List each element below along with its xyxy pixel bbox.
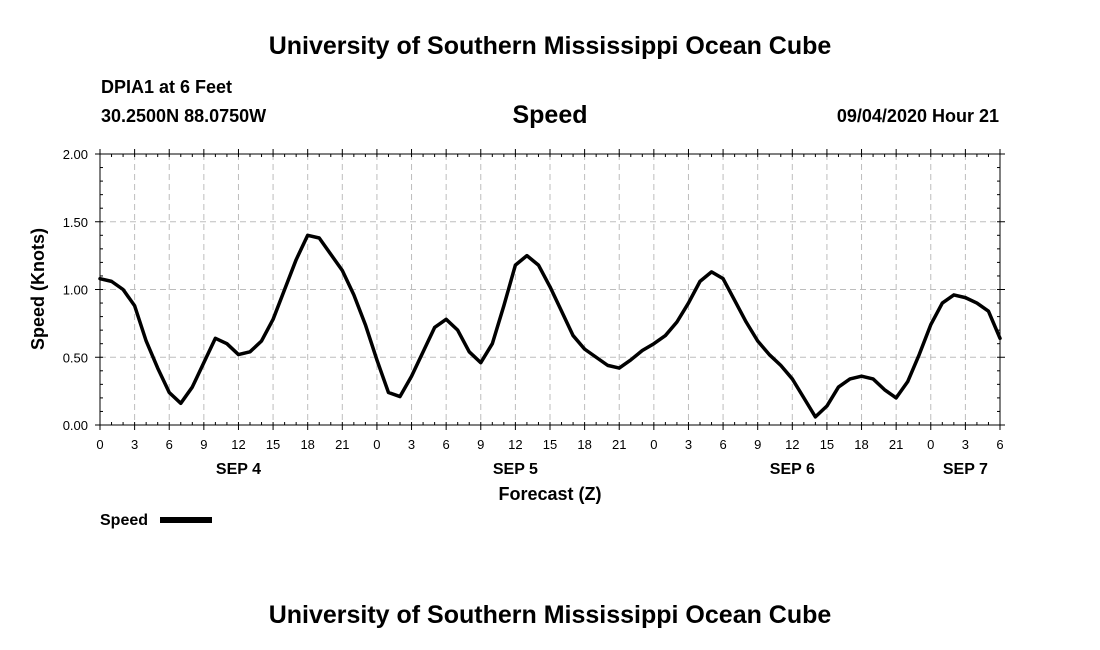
day-label: SEP 4	[216, 461, 261, 478]
x-tick-label: 6	[443, 437, 450, 452]
day-label: SEP 6	[770, 461, 815, 478]
x-tick-label: 6	[996, 437, 1003, 452]
x-tick-label: 12	[231, 437, 245, 452]
x-tick-label: 3	[131, 437, 138, 452]
x-tick-label: 0	[373, 437, 380, 452]
y-tick-label: 1.50	[63, 215, 88, 230]
datetime-label: 09/04/2020 Hour 21	[836, 106, 999, 126]
x-tick-label: 18	[300, 437, 314, 452]
x-tick-label: 6	[719, 437, 726, 452]
legend-swatch	[160, 517, 212, 523]
x-axis-label: Forecast (Z)	[498, 484, 601, 504]
x-tick-label: 3	[685, 437, 692, 452]
day-label: SEP 5	[493, 461, 538, 478]
x-tick-label: 9	[477, 437, 484, 452]
x-tick-label: 0	[927, 437, 934, 452]
day-label: SEP 7	[943, 461, 988, 478]
x-axis: 0 3 6 9 12 15 18 21 0 3 6 9 12 15 18 21 0 3 6 9 12 15 18 21 0 3 6	[96, 149, 1004, 452]
x-tick-label: 18	[854, 437, 868, 452]
page-title: University of Southern Mississippi Ocean…	[268, 32, 832, 60]
x-tick-label: 15	[266, 437, 280, 452]
x-tick-label: 21	[335, 437, 349, 452]
x-tick-label: 15	[820, 437, 834, 452]
coordinates-label: 30.2500N 88.0750W	[101, 106, 267, 126]
x-tick-label: 12	[508, 437, 522, 452]
x-tick-label: 21	[889, 437, 903, 452]
x-tick-label: 15	[543, 437, 557, 452]
x-tick-label: 6	[166, 437, 173, 452]
legend-label: Speed	[100, 512, 148, 529]
speed-series-line	[98, 233, 1002, 419]
y-tick-label: 0.00	[63, 418, 88, 433]
y-axis: 0.00 0.50 1.00 1.50 2.00	[63, 147, 1005, 433]
x-tick-label: 21	[612, 437, 626, 452]
x-tick-label: 9	[754, 437, 761, 452]
x-tick-label: 12	[785, 437, 799, 452]
y-tick-label: 2.00	[63, 147, 88, 162]
x-tick-label: 0	[650, 437, 657, 452]
day-labels: SEP 4 SEP 5 SEP 6 SEP 7	[216, 461, 988, 478]
x-tick-label: 3	[962, 437, 969, 452]
y-tick-label: 1.00	[63, 283, 88, 298]
x-tick-label: 9	[200, 437, 207, 452]
y-axis-label: Speed (Knots)	[28, 228, 48, 350]
x-tick-label: 18	[577, 437, 591, 452]
x-tick-label: 0	[96, 437, 103, 452]
station-label: DPIA1 at 6 Feet	[101, 77, 233, 97]
y-tick-label: 0.50	[63, 350, 88, 365]
footer-title: University of Southern Mississippi Ocean…	[268, 601, 832, 629]
chart-title: Speed	[512, 101, 588, 129]
legend: Speed	[100, 512, 212, 529]
x-tick-label: 3	[408, 437, 415, 452]
